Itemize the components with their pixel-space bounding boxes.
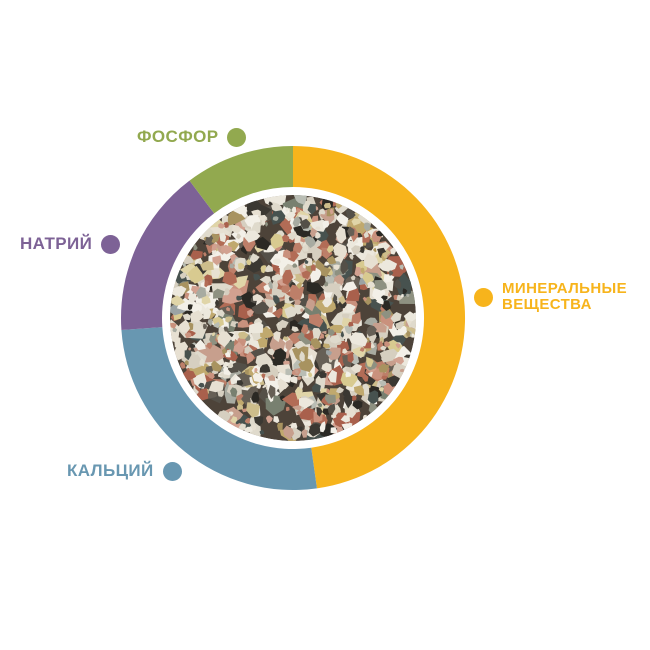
legend-label-mineral-substances: МИНЕРАЛЬНЫЕ ВЕЩЕСТВА (502, 281, 627, 313)
calcium-dot-icon (162, 461, 182, 481)
legend-item-calcium: КАЛЬЦИЙ (67, 461, 182, 481)
center-gravel-photo (170, 195, 416, 441)
segment-calcium (121, 327, 317, 491)
legend-label-phosphorus: ФОСФОР (137, 127, 219, 146)
segment-phosphorus (189, 146, 293, 214)
segment-mineral-substances (293, 146, 466, 489)
legend-item-phosphorus: ФОСФОР (137, 127, 247, 147)
legend-label-calcium: КАЛЬЦИЙ (67, 461, 154, 480)
phosphorus-dot-icon (227, 127, 247, 147)
legend-item-sodium: НАТРИЙ (20, 234, 121, 254)
legend-item-mineral-substances: МИНЕРАЛЬНЫЕ ВЕЩЕСТВА (474, 281, 627, 313)
mineral-substances-label-line1: МИНЕРАЛЬНЫЕ (502, 280, 628, 297)
mineral-substances-label-line2: ВЕЩЕСТВА (502, 296, 592, 313)
sodium-dot-icon (101, 234, 121, 254)
mineral-substances-dot-icon (474, 287, 493, 307)
segment-sodium (121, 180, 215, 330)
legend-label-sodium: НАТРИЙ (20, 234, 93, 253)
